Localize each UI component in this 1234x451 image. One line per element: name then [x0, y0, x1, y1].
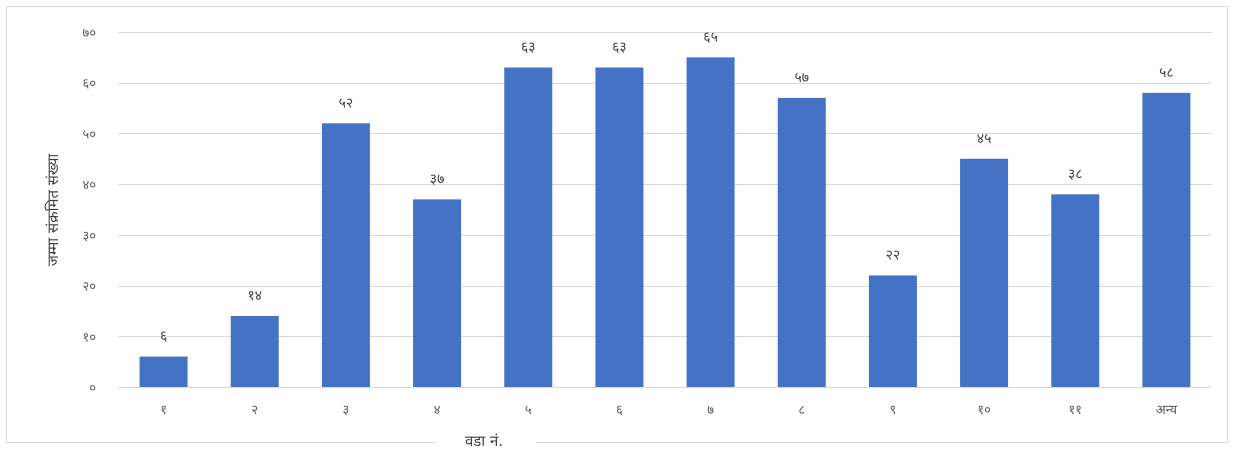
data-label: ३७ — [430, 171, 445, 187]
data-labels: ६ १४ ५२ ३७ ६३ ६३ ६५ ५७ २२ ४५ ३८ ५८ — [160, 29, 1174, 344]
bar — [139, 356, 188, 387]
bar — [321, 123, 370, 388]
y-tick-label: २० — [82, 280, 96, 295]
bar — [504, 67, 553, 387]
x-tick-label: ५ — [525, 403, 532, 418]
y-tick-labels: ० १० २० ३० ४० ५० ६० ७० — [82, 26, 96, 396]
bar — [1142, 92, 1191, 387]
bar — [595, 67, 644, 387]
bar — [960, 158, 1009, 387]
x-tick-label: २ — [251, 403, 258, 418]
x-tick-label: अन्य — [1156, 403, 1178, 418]
x-axis-title-background — [436, 430, 536, 451]
bar — [230, 316, 279, 387]
y-tick-label: ५० — [82, 127, 96, 142]
x-axis-title: वडा नं. — [465, 432, 503, 450]
bar — [413, 199, 462, 387]
data-label: ६५ — [703, 29, 718, 45]
data-label: ५२ — [339, 95, 354, 111]
bars — [139, 57, 1191, 388]
data-label: १४ — [247, 288, 262, 304]
data-label: ६ — [160, 329, 167, 345]
data-label: ५८ — [1159, 65, 1174, 81]
x-tick-label: ८ — [798, 403, 805, 418]
x-tick-label: १ — [160, 403, 167, 418]
y-tick-label: १० — [82, 330, 96, 345]
x-tick-label: १० — [977, 403, 991, 418]
bar — [1051, 194, 1100, 387]
x-tick-label: ९ — [890, 403, 897, 418]
x-tick-label: ३ — [343, 403, 350, 418]
bar — [868, 275, 917, 387]
data-label: ५७ — [794, 70, 809, 86]
x-tick-labels: १ २ ३ ४ ५ ६ ७ ८ ९ १० ११ अन्य — [160, 403, 1177, 418]
x-tick-label: ६ — [616, 403, 623, 418]
y-tick-label: ६० — [82, 77, 96, 92]
x-tick-label: ४ — [434, 403, 441, 418]
x-tick-label: ११ — [1068, 403, 1082, 418]
y-tick-label: ३० — [82, 229, 96, 244]
gridlines — [118, 32, 1212, 388]
y-tick-label: ० — [89, 381, 96, 396]
y-tick-label: ७० — [82, 26, 96, 41]
data-label: २२ — [886, 247, 901, 263]
data-label: ३८ — [1068, 166, 1083, 182]
x-tick-label: ७ — [707, 403, 714, 418]
data-label: ६३ — [612, 40, 627, 56]
data-label: ४५ — [977, 131, 992, 147]
bar — [777, 97, 826, 387]
y-tick-label: ४० — [82, 178, 96, 193]
data-label: ६३ — [521, 40, 536, 56]
bar — [686, 57, 735, 387]
y-axis-title: जम्मा संक्रमित संख्या — [44, 153, 62, 267]
